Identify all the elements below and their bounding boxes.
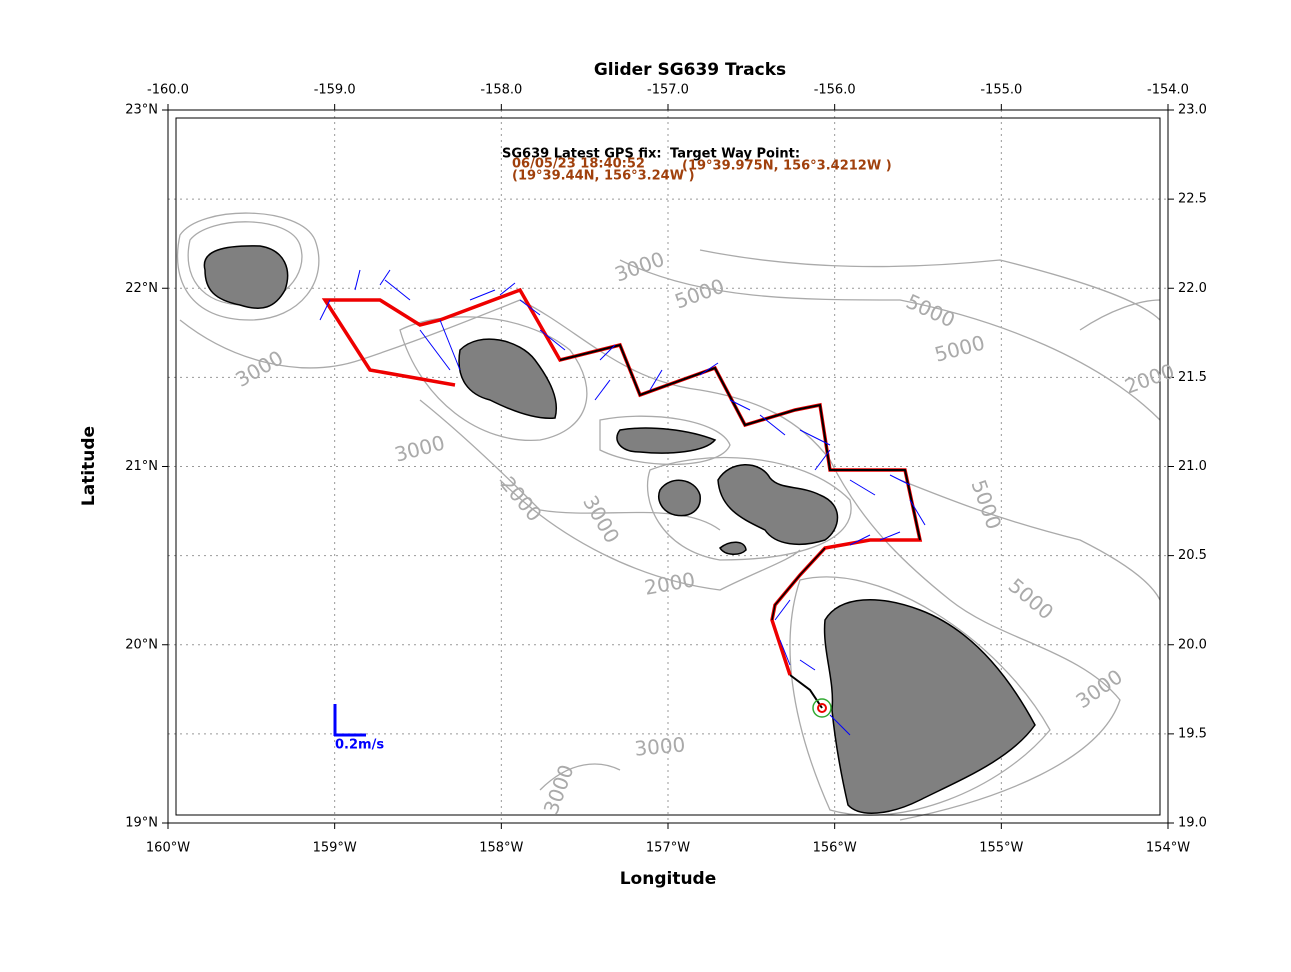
gps-time: 06/05/23 18:40:52 (512, 157, 645, 172)
current-arrow (594, 379, 611, 401)
y-tick-label: 21°N (125, 459, 158, 474)
current-arrow (759, 414, 786, 436)
current-vectors (319, 269, 926, 736)
contour-label: 3000 (633, 732, 686, 760)
current-arrow (849, 479, 876, 496)
current-arrow (469, 289, 496, 301)
current-arrow (599, 344, 616, 361)
target-position: (19°39.975N, 156°3.4212W ) (682, 159, 892, 174)
x-tick-label: 158°W (479, 841, 523, 856)
gps-position: (19°39.44N, 156°3.24W ) (512, 169, 695, 184)
y-right-tick-label: 19.5 (1178, 726, 1207, 741)
current-arrow (379, 269, 391, 286)
current-arrow (354, 269, 361, 291)
y-tick-label: 23°N (125, 103, 158, 118)
x-tick-label: 160°W (146, 841, 190, 856)
current-arrow (539, 329, 566, 351)
current-arrow (799, 659, 816, 671)
x-top-tick-label: -158.0 (480, 83, 522, 98)
x-top-tick-label: -156.0 (814, 83, 856, 98)
current-arrow (799, 429, 831, 446)
y-right-tick-label: 21.5 (1178, 370, 1207, 385)
y-tick-label: 19°N (125, 816, 158, 831)
title: Glider SG639 Tracks (594, 60, 786, 80)
current-arrow (439, 319, 461, 371)
current-arrow (889, 474, 911, 486)
current-arrow (849, 534, 871, 546)
current-arrow (814, 449, 831, 471)
scale-bar (333, 704, 366, 737)
current-arrow (729, 399, 751, 411)
x-tick-label: 154°W (1146, 841, 1190, 856)
x-top-tick-label: -160.0 (147, 83, 189, 98)
y-right-tick-label: 20.0 (1178, 637, 1207, 652)
current-arrow (319, 299, 331, 321)
scale-label: 0.2m/s (335, 738, 384, 753)
y-axis-label: Latitude (79, 426, 99, 506)
contours (176, 212, 1161, 821)
x-tick-label: 157°W (646, 841, 690, 856)
x-tick-label: 155°W (979, 841, 1023, 856)
target-heading: Target Way Point: (670, 147, 800, 162)
current-arrow (829, 714, 851, 736)
glider-track (321, 287, 923, 718)
x-top-tick-label: -157.0 (647, 83, 689, 98)
current-arrow (499, 282, 516, 296)
gps-heading: SG639 Latest GPS fix: (502, 147, 662, 162)
y-tick-label: 20°N (125, 637, 158, 652)
x-tick-label: 159°W (313, 841, 357, 856)
current-arrow (649, 369, 663, 391)
inner-frame (175, 117, 1161, 816)
current-arrow (384, 279, 411, 301)
y-right-tick-label: 21.0 (1178, 459, 1207, 474)
current-arrow (519, 299, 541, 316)
current-arrow (699, 362, 719, 376)
current-arrow (879, 531, 901, 541)
y-right-tick-label: 23.0 (1178, 103, 1207, 118)
current-arrow (909, 499, 926, 526)
current-arrow (779, 639, 791, 666)
x-axis-label: Longitude (620, 869, 717, 889)
current-arrow (419, 329, 451, 371)
y-right-tick-label: 19.0 (1178, 816, 1207, 831)
x-top-tick-label: -154.0 (1147, 83, 1189, 98)
current-arrow (774, 599, 791, 621)
y-right-tick-label: 22.5 (1178, 192, 1207, 207)
y-right-tick-label: 20.5 (1178, 548, 1207, 563)
islands (203, 245, 1036, 814)
y-right-tick-label: 22.0 (1178, 281, 1207, 296)
y-tick-label: 22°N (125, 281, 158, 296)
x-top-tick-label: -159.0 (314, 83, 356, 98)
x-top-tick-label: -155.0 (980, 83, 1022, 98)
x-tick-label: 156°W (813, 841, 857, 856)
